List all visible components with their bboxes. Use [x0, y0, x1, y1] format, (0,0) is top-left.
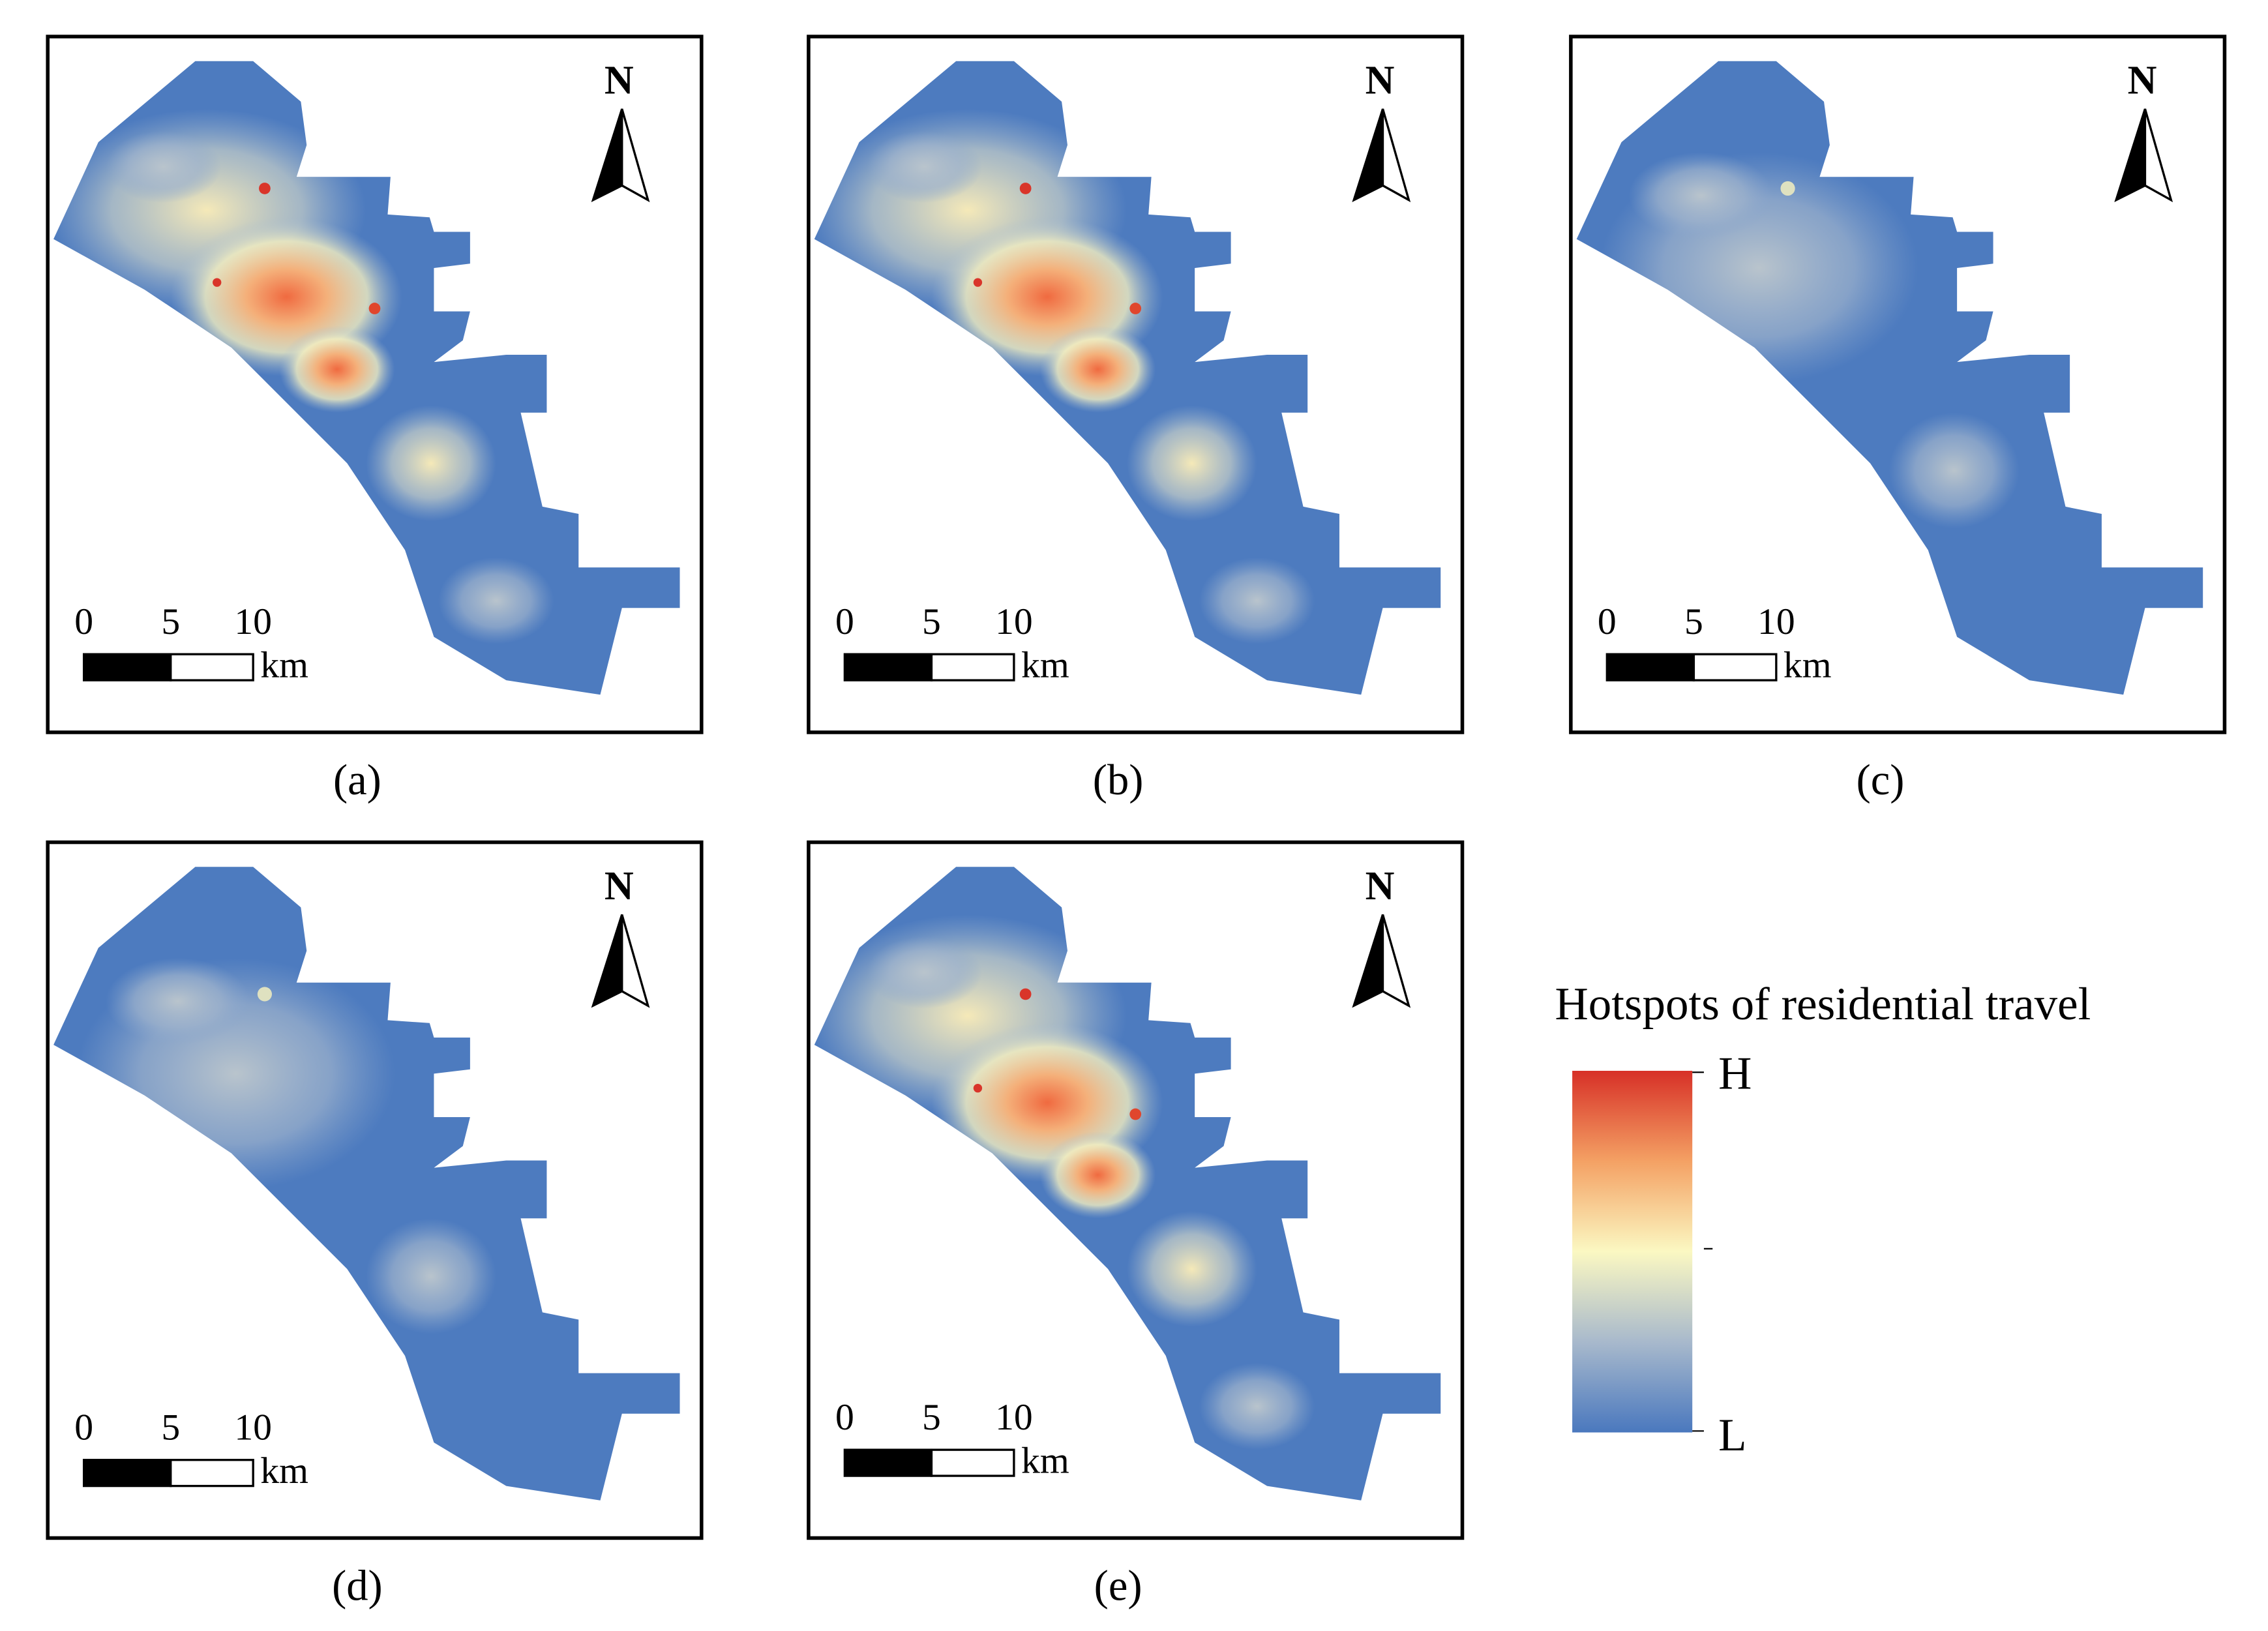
scale-tick-label: 5 — [1684, 601, 1703, 642]
panel-label: (e) — [1094, 1563, 1142, 1610]
scale-bar-white — [930, 1448, 1015, 1477]
scale-tick-label: 5 — [922, 1397, 941, 1438]
north-arrow-right — [621, 914, 650, 1008]
panel-label: (c) — [1857, 756, 1905, 804]
scale-bar-black — [1605, 653, 1695, 681]
scale-tick-label: 0 — [74, 1407, 93, 1448]
panel-label: (a) — [333, 756, 381, 804]
scale-bar-white — [170, 1459, 254, 1488]
legend-high: H — [1718, 1048, 1752, 1099]
north-arrow-right — [1381, 914, 1411, 1008]
scale-unit: km — [1783, 645, 1832, 686]
legend-colorbar — [1572, 1070, 1693, 1433]
legend-low: L — [1718, 1410, 1746, 1461]
north-arrow-right — [621, 108, 650, 203]
scale-tick-label: 5 — [922, 601, 941, 642]
scale-bar-white — [930, 653, 1015, 681]
scale-bar-black — [82, 653, 172, 681]
scale-tick-label: 5 — [161, 1407, 180, 1448]
scale-tick-label: 0 — [835, 1397, 854, 1438]
legend: Hotspots of residential travel H L — [1555, 979, 2091, 1461]
scale-bar-white — [170, 653, 254, 681]
scale-unit: km — [1021, 645, 1069, 686]
panel-label: (d) — [332, 1563, 383, 1610]
scale-bar-white — [1692, 653, 1778, 681]
scale-tick-label: 10 — [234, 1407, 272, 1448]
scale-unit: km — [260, 645, 308, 686]
scale-tick-label: 0 — [74, 601, 93, 642]
scale-tick-label: 10 — [1757, 601, 1795, 642]
scale-bar-black — [843, 1448, 933, 1477]
scale-tick-label: 10 — [995, 601, 1033, 642]
scale-unit: km — [260, 1450, 308, 1491]
scale-tick-label: 0 — [835, 601, 854, 642]
north-label: N — [2128, 58, 2157, 102]
north-arrow-right — [1381, 108, 1411, 203]
north-label: N — [1365, 864, 1395, 908]
scale-tick-label: 10 — [234, 601, 272, 642]
legend-title: Hotspots of residential travel — [1555, 979, 2091, 1030]
north-label: N — [604, 58, 634, 102]
north-arrow-right — [2143, 108, 2173, 203]
scale-bar-black — [843, 653, 933, 681]
scale-tick-label: 10 — [995, 1397, 1033, 1438]
scale-bar-black — [82, 1459, 172, 1488]
panel-label: (b) — [1093, 756, 1144, 804]
scale-tick-label: 0 — [1598, 601, 1617, 642]
north-label: N — [1365, 58, 1395, 102]
north-label: N — [604, 864, 634, 908]
scale-unit: km — [1021, 1441, 1069, 1482]
scale-tick-label: 5 — [161, 601, 180, 642]
